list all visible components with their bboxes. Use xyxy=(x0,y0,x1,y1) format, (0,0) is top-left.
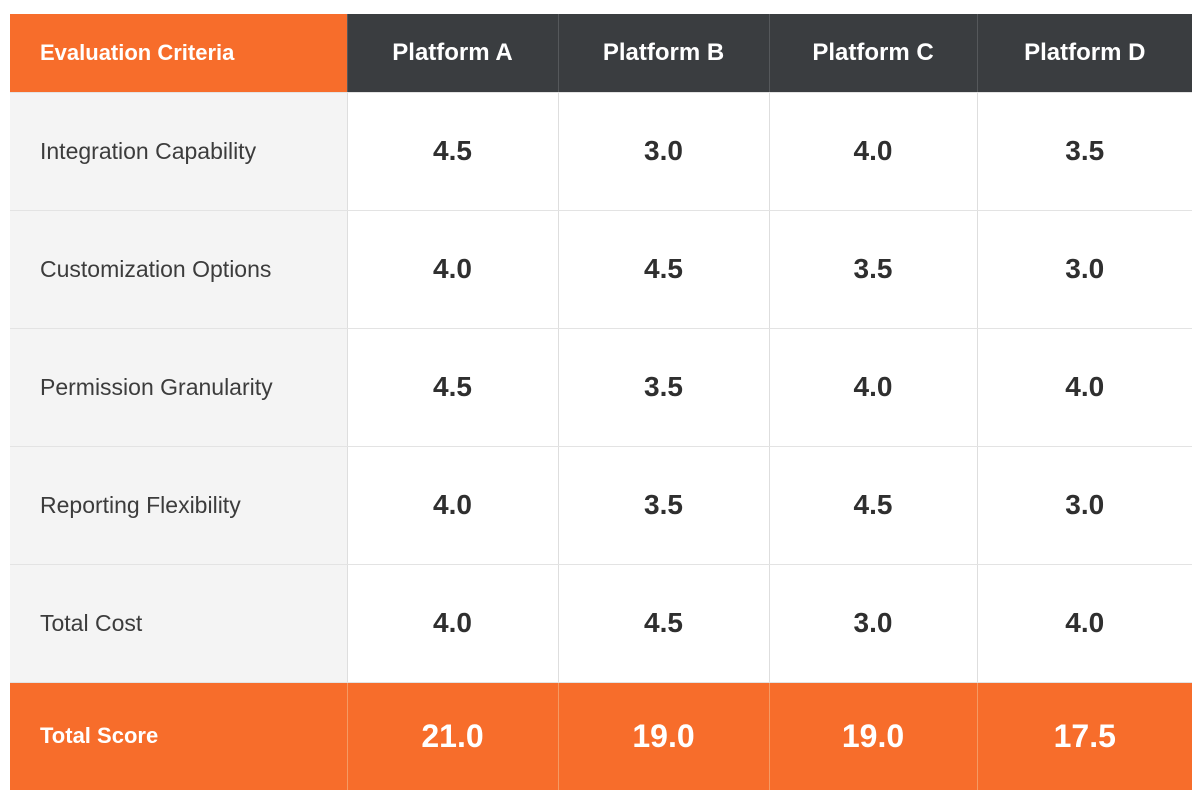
platform-comparison-table: Evaluation Criteria Platform A Platform … xyxy=(10,14,1192,790)
platform-c-header: Platform C xyxy=(768,14,977,93)
table-row: Permission Granularity 4.5 3.5 4.0 4.0 xyxy=(10,328,1192,447)
score-cell: 4.0 xyxy=(346,210,558,329)
table-row: Total Cost 4.0 4.5 3.0 4.0 xyxy=(10,564,1192,683)
total-row: Total Score 21.0 19.0 19.0 17.5 xyxy=(10,682,1192,790)
platform-b-header: Platform B xyxy=(557,14,769,93)
score-cell: 4.0 xyxy=(346,564,558,683)
score-cell: 4.5 xyxy=(346,92,558,211)
score-cell: 4.0 xyxy=(976,564,1192,683)
criteria-header: Evaluation Criteria xyxy=(10,14,347,93)
header-row: Evaluation Criteria Platform A Platform … xyxy=(10,14,1192,93)
total-score-label: Total Score xyxy=(10,682,347,790)
criteria-label: Reporting Flexibility xyxy=(10,446,347,565)
score-cell: 4.5 xyxy=(346,328,558,447)
score-cell: 3.5 xyxy=(976,92,1192,211)
score-cell: 3.5 xyxy=(557,328,769,447)
total-score-cell: 19.0 xyxy=(557,682,769,790)
platform-d-header: Platform D xyxy=(976,14,1192,93)
score-cell: 3.5 xyxy=(768,210,977,329)
comparison-table-container: Evaluation Criteria Platform A Platform … xyxy=(10,14,1192,790)
criteria-label: Customization Options xyxy=(10,210,347,329)
criteria-label: Total Cost xyxy=(10,564,347,683)
table-row: Customization Options 4.0 4.5 3.5 3.0 xyxy=(10,210,1192,329)
score-cell: 3.0 xyxy=(557,92,769,211)
score-cell: 3.0 xyxy=(768,564,977,683)
score-cell: 4.0 xyxy=(976,328,1192,447)
score-cell: 4.0 xyxy=(768,92,977,211)
score-cell: 4.0 xyxy=(346,446,558,565)
total-score-cell: 19.0 xyxy=(768,682,977,790)
score-cell: 3.0 xyxy=(976,210,1192,329)
score-cell: 3.5 xyxy=(557,446,769,565)
score-cell: 4.5 xyxy=(557,564,769,683)
total-score-cell: 17.5 xyxy=(976,682,1192,790)
score-cell: 4.5 xyxy=(557,210,769,329)
score-cell: 4.0 xyxy=(768,328,977,447)
criteria-label: Integration Capability xyxy=(10,92,347,211)
platform-a-header: Platform A xyxy=(346,14,558,93)
table-row: Integration Capability 4.5 3.0 4.0 3.5 xyxy=(10,92,1192,211)
total-score-cell: 21.0 xyxy=(346,682,558,790)
score-cell: 3.0 xyxy=(976,446,1192,565)
score-cell: 4.5 xyxy=(768,446,977,565)
criteria-label: Permission Granularity xyxy=(10,328,347,447)
table-row: Reporting Flexibility 4.0 3.5 4.5 3.0 xyxy=(10,446,1192,565)
